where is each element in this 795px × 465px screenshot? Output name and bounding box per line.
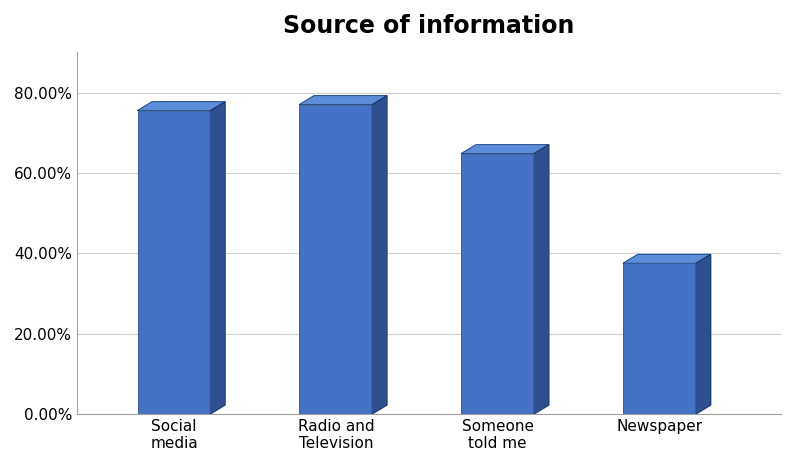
Polygon shape xyxy=(696,254,711,414)
Bar xyxy=(138,111,211,414)
Polygon shape xyxy=(300,96,387,105)
Polygon shape xyxy=(372,96,387,414)
Polygon shape xyxy=(461,145,549,153)
Polygon shape xyxy=(534,145,549,414)
Polygon shape xyxy=(623,254,711,263)
Title: Source of information: Source of information xyxy=(283,14,575,38)
Bar xyxy=(300,105,372,414)
Polygon shape xyxy=(138,102,225,111)
Bar xyxy=(623,263,696,414)
Polygon shape xyxy=(211,102,225,414)
Bar xyxy=(461,153,534,414)
